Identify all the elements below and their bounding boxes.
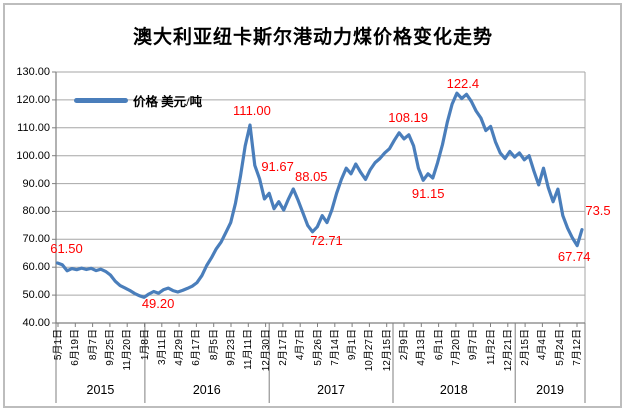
y-axis-label: 40.00 (22, 317, 50, 329)
x-axis-label: 2月9日 (399, 329, 410, 361)
y-axis-label: 60.00 (22, 261, 50, 274)
y-axis-label: 50.00 (22, 289, 50, 302)
x-axis-label: 1月8日 (139, 329, 151, 361)
data-annotation: 73.5 (585, 202, 611, 218)
y-axis-label: 90.00 (22, 177, 50, 190)
data-annotation: 91.15 (411, 186, 445, 202)
x-axis-label: 12月15日 (381, 329, 393, 372)
data-annotation: 111.00 (233, 102, 271, 118)
data-annotation: 72.71 (310, 232, 343, 248)
y-axis-label: 100.00 (16, 149, 50, 162)
x-axis-label: 12月30日 (260, 329, 272, 372)
y-axis-label: 110.00 (17, 121, 50, 134)
y-axis-label: 120.00 (16, 93, 50, 106)
data-annotation: 61.50 (50, 241, 83, 257)
year-label: 2017 (317, 383, 345, 397)
price-line (55, 91, 584, 299)
legend-label: 价格 美元/吨 (133, 94, 203, 109)
y-axis-label: 80.00 (22, 205, 50, 218)
data-annotation: 49.20 (141, 296, 175, 312)
data-annotation: 67.74 (557, 248, 591, 264)
chart-title: 澳大利亚纽卡斯尔港动力煤价格变化走势 (132, 27, 493, 48)
x-axis-label: 2月17日 (277, 329, 289, 366)
y-axis-label: 70.00 (22, 233, 50, 246)
year-label: 2019 (536, 383, 564, 397)
data-annotation: 122.4 (446, 76, 480, 92)
data-annotation: 108.19 (388, 109, 429, 125)
year-label: 2016 (192, 383, 221, 397)
year-label: 2018 (439, 383, 468, 397)
data-annotation: 88.05 (295, 168, 328, 184)
legend: 价格 美元/吨 (74, 92, 203, 109)
legend-line-swatch (74, 97, 128, 103)
y-axis-label: 130.00 (16, 66, 50, 78)
data-annotation: 91.67 (261, 158, 294, 174)
year-label: 2015 (86, 383, 115, 397)
